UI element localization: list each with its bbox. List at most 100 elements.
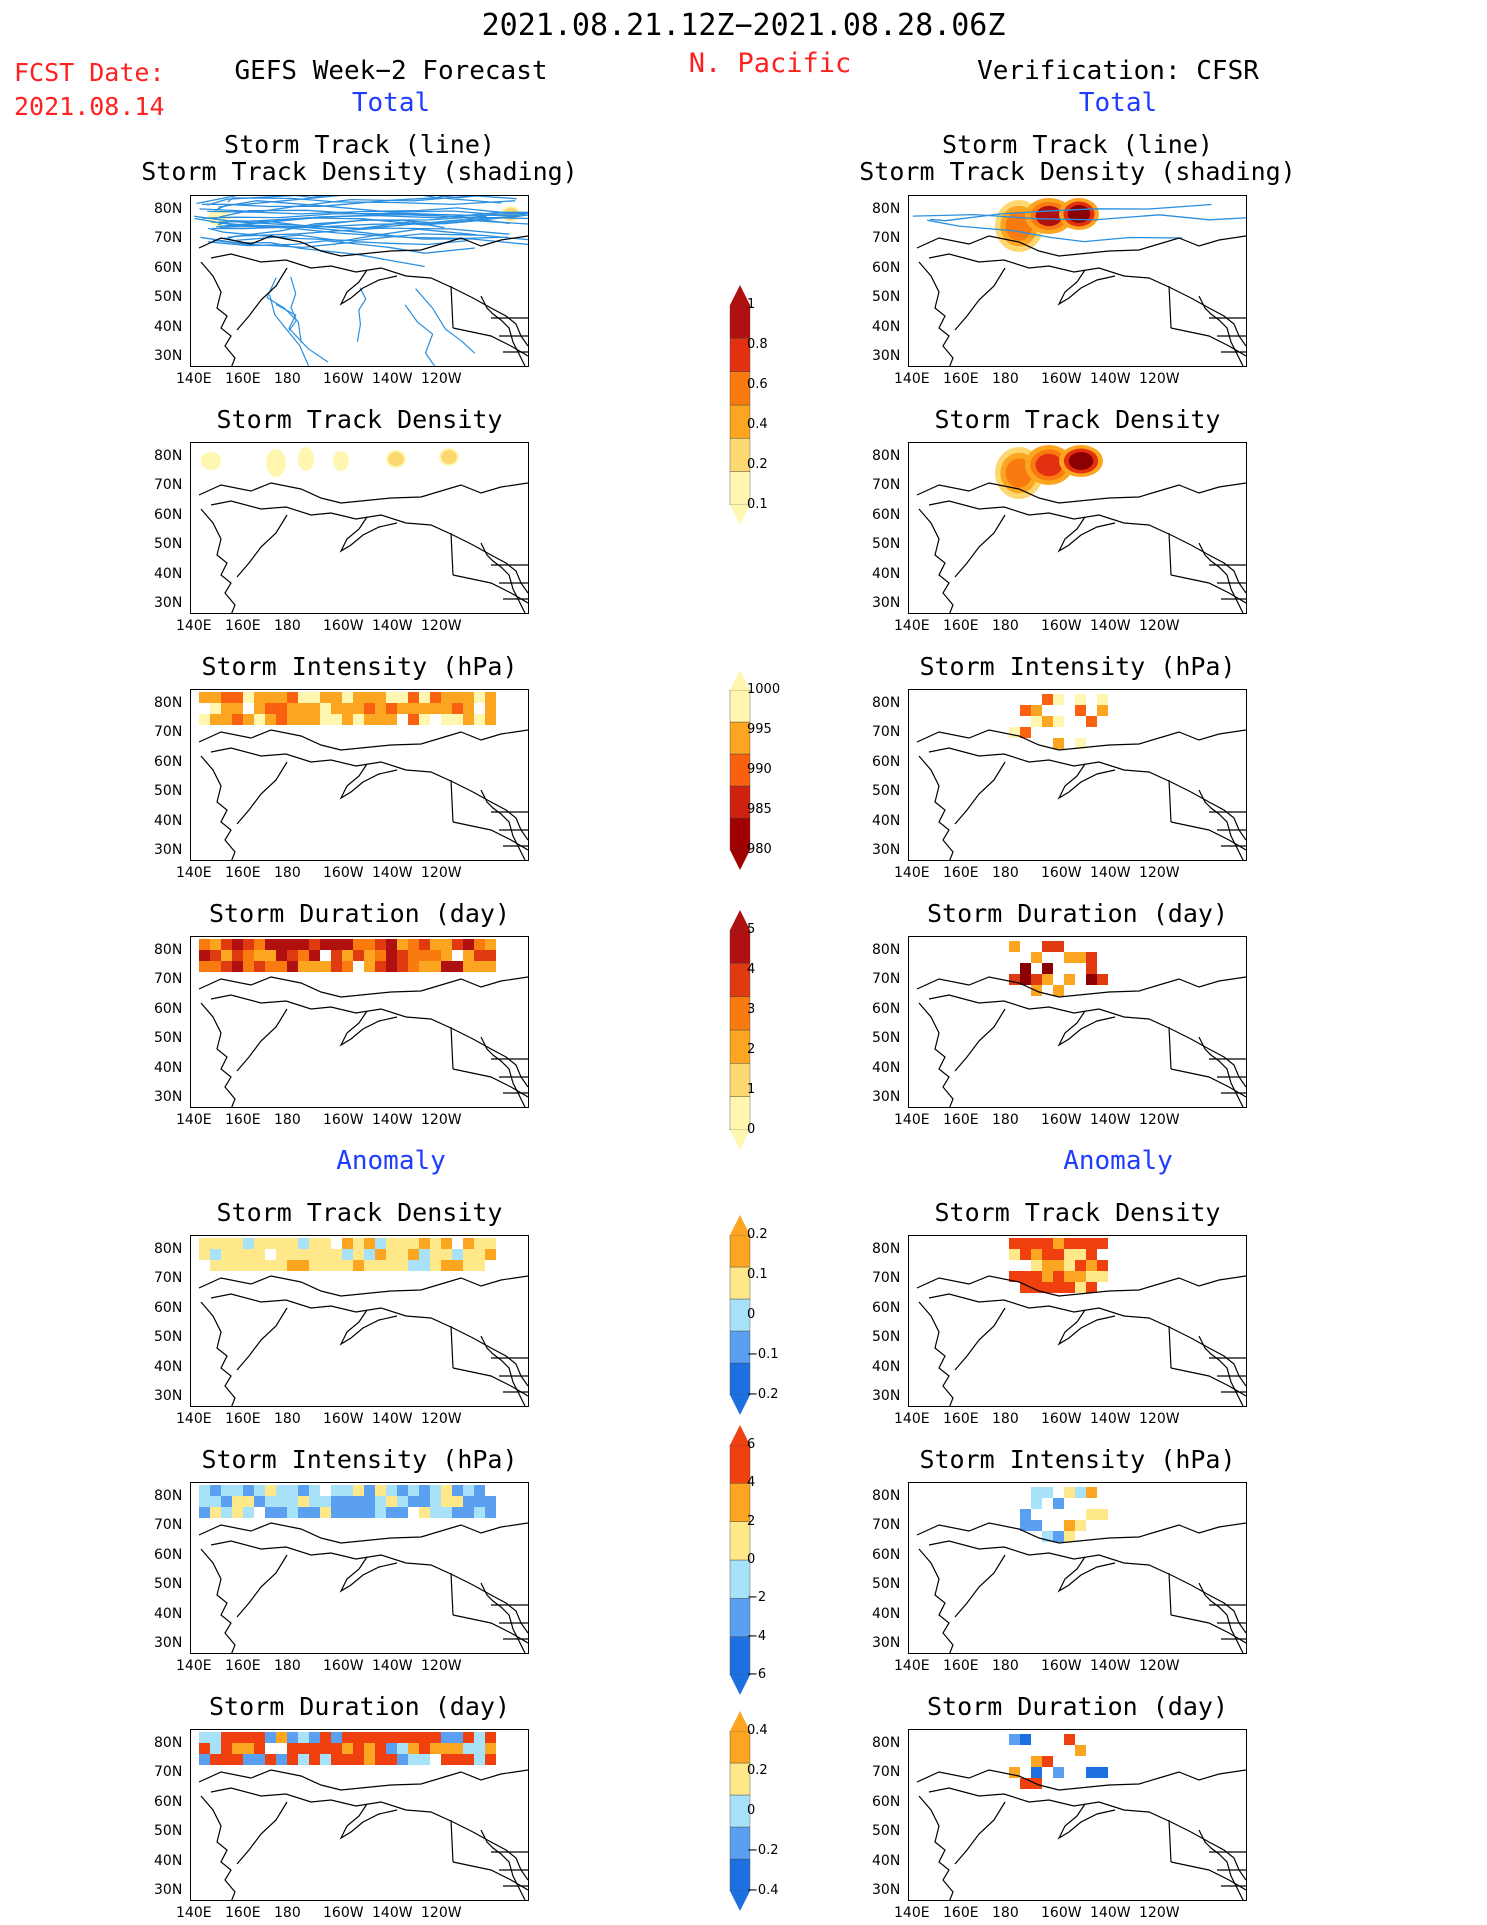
colorbar-bottom-arrow xyxy=(730,850,750,870)
grid-cell xyxy=(342,703,353,714)
lat-label: 80N xyxy=(154,1488,183,1504)
grid-cell xyxy=(397,1754,408,1765)
lon-label: 160W xyxy=(1041,1411,1082,1427)
grid-cell xyxy=(397,1743,408,1754)
lon-label: 180 xyxy=(274,1905,301,1921)
grid-cell xyxy=(1086,1487,1097,1498)
lat-label: 60N xyxy=(154,1001,183,1017)
grid-cell xyxy=(1064,1282,1075,1293)
lat-label: 50N xyxy=(154,289,183,305)
grid-cell xyxy=(320,714,331,725)
lat-label: 40N xyxy=(872,319,901,335)
grid-cell xyxy=(331,1732,342,1743)
grid-cell xyxy=(430,1249,441,1260)
grid-cell xyxy=(199,1238,210,1249)
storm-track-line xyxy=(415,288,476,354)
grid-cell xyxy=(331,961,342,972)
lat-label: 80N xyxy=(872,695,901,711)
grid-cell xyxy=(320,939,331,950)
lon-label: 140E xyxy=(176,618,212,634)
grid-cell xyxy=(408,1496,419,1507)
lon-label: 140W xyxy=(1090,1905,1131,1921)
grid-cell xyxy=(430,1485,441,1496)
coastline xyxy=(236,1008,288,1072)
grid-cell xyxy=(221,961,232,972)
lat-label: 60N xyxy=(154,507,183,523)
colorbar-top-arrow xyxy=(730,910,750,930)
grid-cell xyxy=(342,692,353,703)
grid-cell xyxy=(287,1260,298,1271)
colorbar-label: 0.2 xyxy=(747,1227,768,1242)
lon-label: 140E xyxy=(894,865,930,881)
grid-cell xyxy=(1086,1238,1097,1249)
grid-cell xyxy=(1031,1498,1042,1509)
density-shading xyxy=(1035,453,1063,477)
coastline xyxy=(1057,516,1116,553)
grid-cell xyxy=(1042,1282,1053,1293)
grid-cell xyxy=(463,714,474,725)
region-title: N. Pacific xyxy=(688,48,852,79)
grid-cell xyxy=(474,692,485,703)
lon-label: 140W xyxy=(372,865,413,881)
grid-cell xyxy=(375,950,386,961)
lon-label: 180 xyxy=(274,1411,301,1427)
coastline xyxy=(918,1548,954,1653)
storm-track-line xyxy=(207,240,476,254)
grid-cell xyxy=(243,1249,254,1260)
grid-cell xyxy=(485,714,496,725)
grid-cell xyxy=(452,692,463,703)
grid-cell xyxy=(1086,963,1097,974)
lon-label: 160E xyxy=(943,1658,979,1674)
storm-track-line xyxy=(218,200,528,215)
grid-cell xyxy=(1009,1734,1020,1745)
density-shading xyxy=(441,449,457,465)
grid-cell xyxy=(452,1754,463,1765)
grid-cell xyxy=(1064,1260,1075,1271)
grid-cell xyxy=(1075,1487,1086,1498)
grid-cell xyxy=(485,1238,496,1249)
lat-label: 60N xyxy=(872,507,901,523)
grid-cell xyxy=(441,1743,452,1754)
grid-cell xyxy=(397,1249,408,1260)
coastline xyxy=(339,763,398,800)
grid-cell xyxy=(1042,1487,1053,1498)
grid-cell xyxy=(474,1743,485,1754)
colorbar-label: 0.2 xyxy=(747,457,768,472)
grid-cell xyxy=(452,1507,463,1518)
grid-cell xyxy=(342,714,353,725)
grid-cell xyxy=(375,703,386,714)
coastline xyxy=(1209,564,1246,600)
lon-label: 160W xyxy=(1041,1112,1082,1128)
coastline xyxy=(210,500,528,594)
grid-cell xyxy=(254,1260,265,1271)
grid-cell xyxy=(364,939,375,950)
coastline xyxy=(236,1307,288,1371)
coastline xyxy=(954,761,1006,825)
lat-label: 50N xyxy=(872,1030,901,1046)
grid-cell xyxy=(1075,1271,1086,1282)
storm-track-line xyxy=(275,303,329,363)
coastline xyxy=(236,1801,288,1865)
grid-cell xyxy=(232,961,243,972)
colorbar-label: 0.6 xyxy=(747,377,768,392)
grid-cell xyxy=(441,714,452,725)
colorbar-label: 990 xyxy=(747,762,772,777)
grid-cell xyxy=(1075,1520,1086,1531)
grid-cell xyxy=(232,714,243,725)
lat-label: 30N xyxy=(872,595,901,611)
colorbar-label: 985 xyxy=(747,802,772,817)
grid-cell xyxy=(375,1496,386,1507)
grid-cell xyxy=(199,939,210,950)
grid-cell xyxy=(298,1238,309,1249)
lon-label: 140W xyxy=(1090,1658,1131,1674)
right-section-total: Total xyxy=(1078,88,1158,118)
lat-label: 30N xyxy=(154,1089,183,1105)
grid-cell xyxy=(419,1507,430,1518)
grid-cell xyxy=(243,1260,254,1271)
colorbar-label: −0.2 xyxy=(747,1387,779,1402)
density-shading xyxy=(201,452,221,470)
coastline xyxy=(491,1604,528,1640)
grid-cell xyxy=(485,1249,496,1260)
grid-cell xyxy=(320,961,331,972)
panel-title: Storm Intensity (hPa) xyxy=(201,652,518,681)
